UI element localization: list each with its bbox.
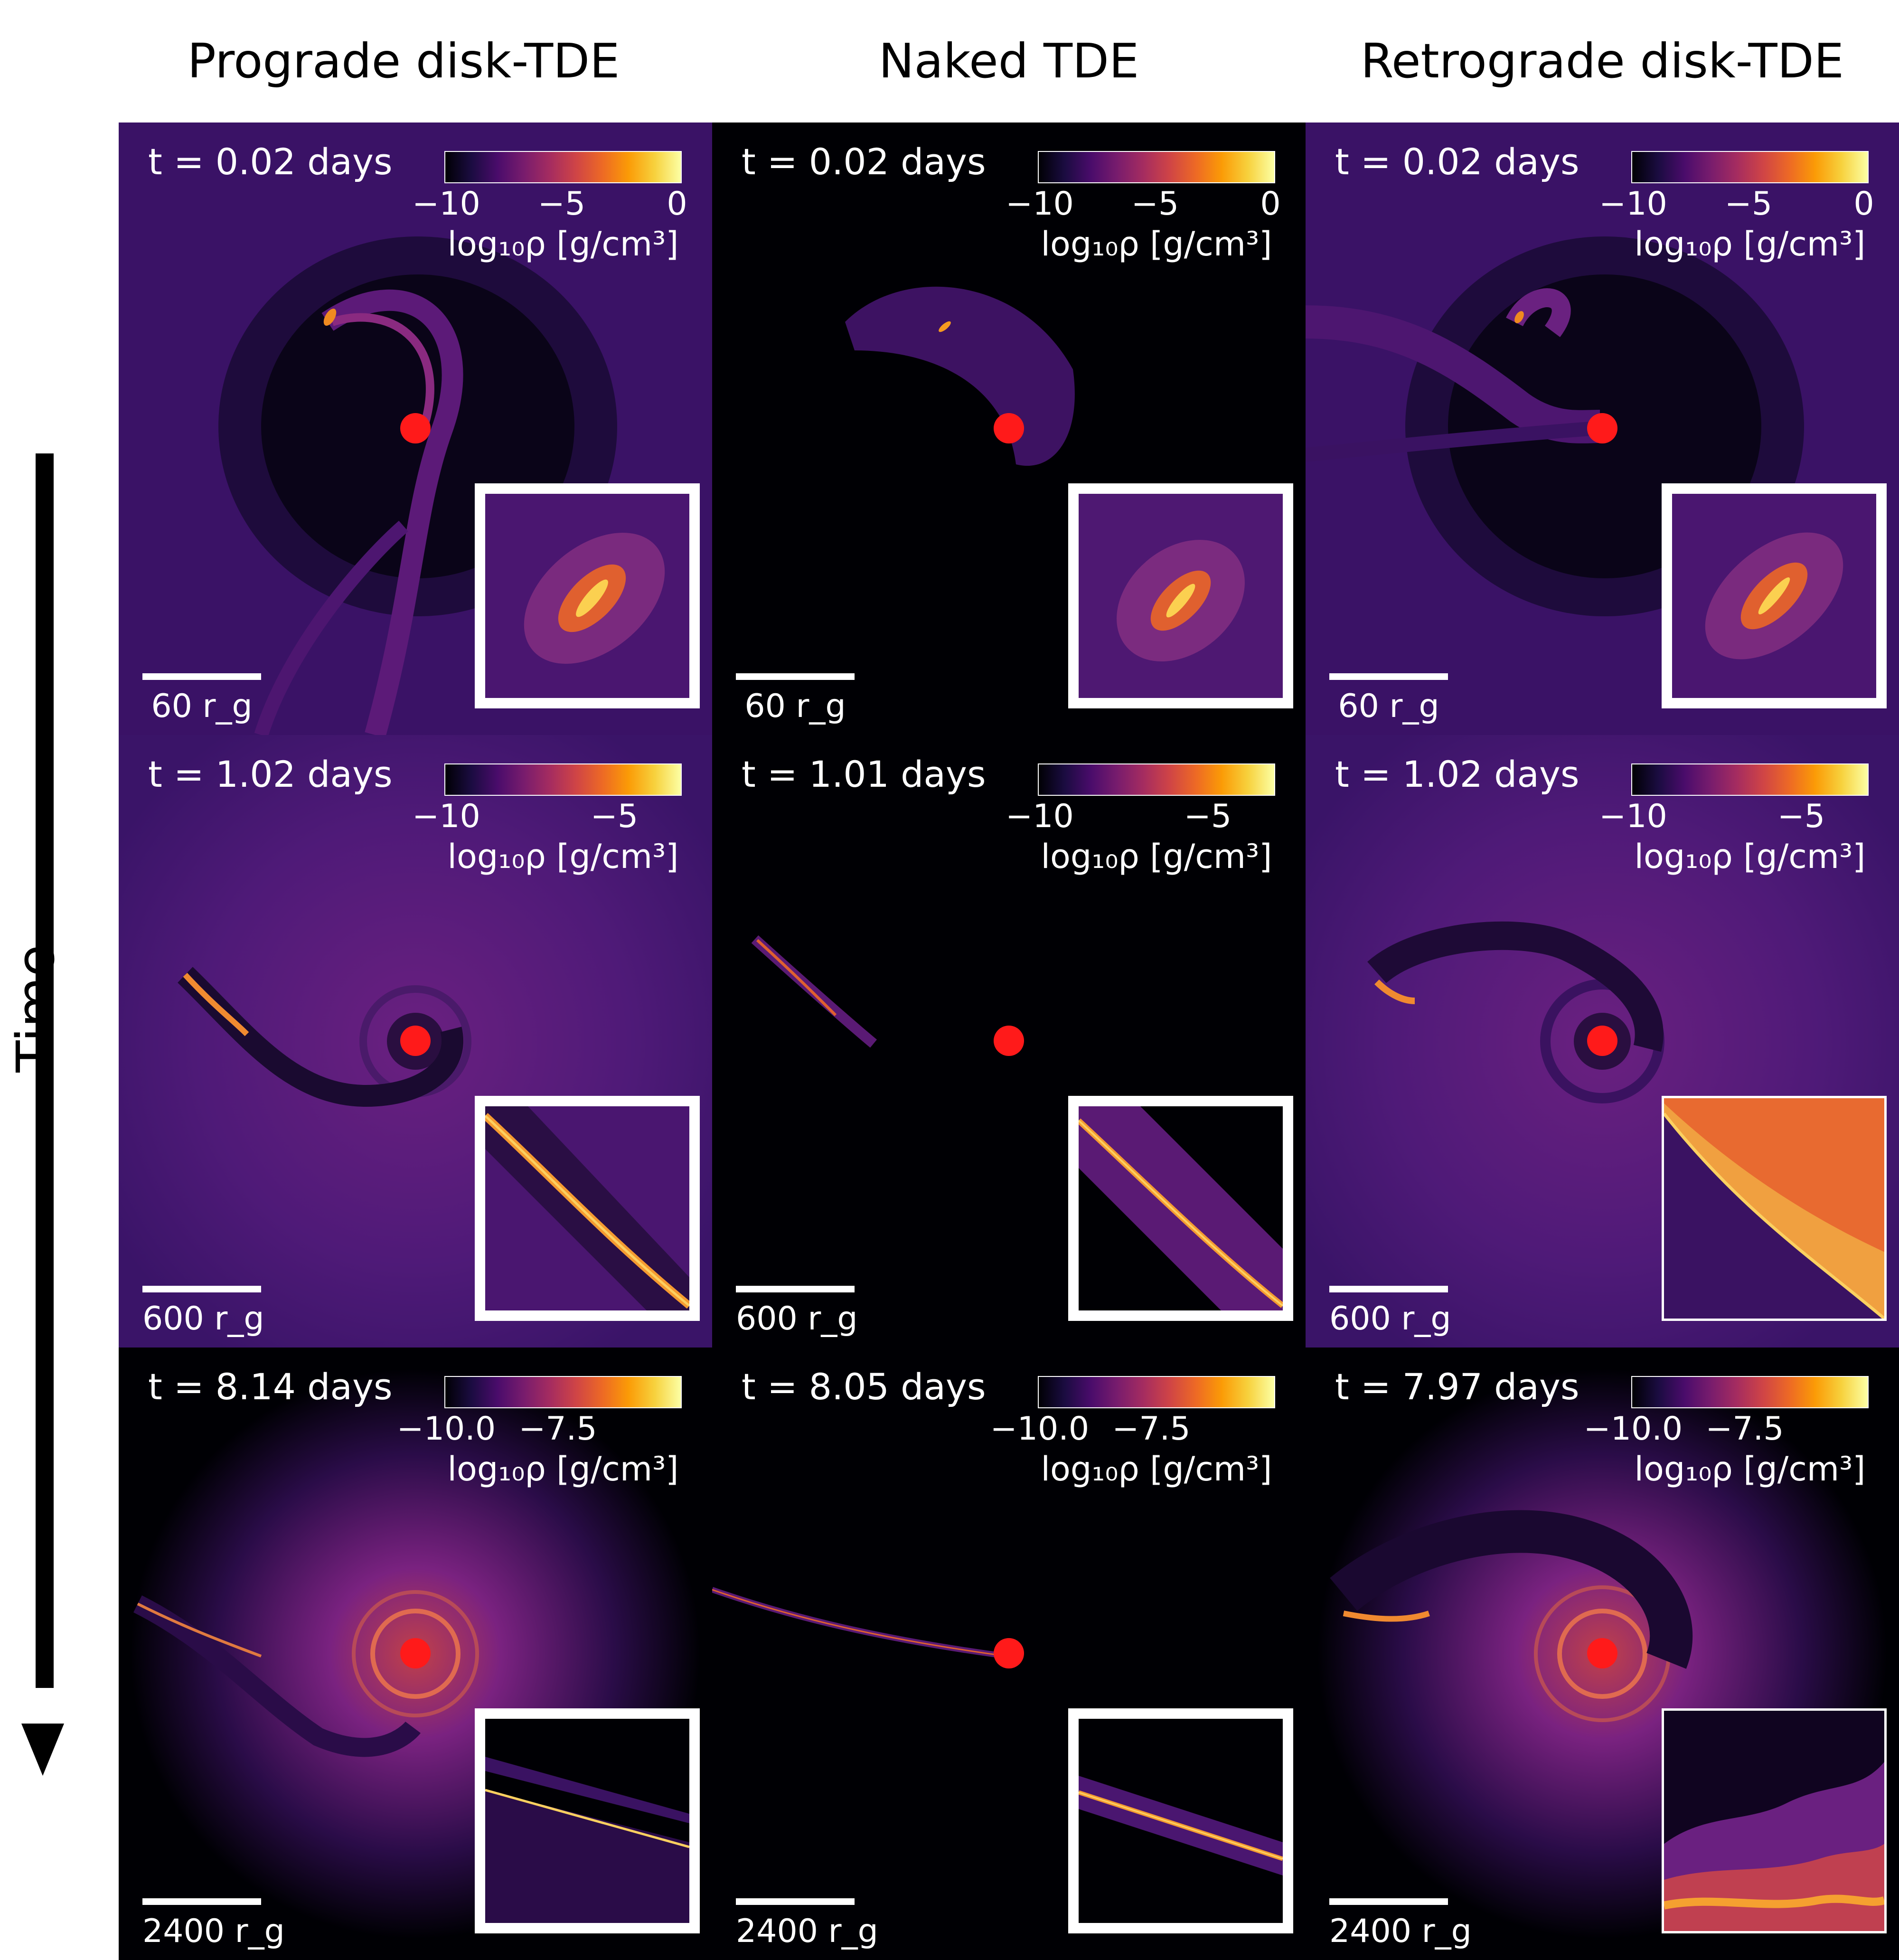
colorbar-tick: 0 [1260,185,1281,223]
colorbar-tick: 0 [667,185,687,223]
panel-retrograde-t2: t = 7.97 days −10.0 −7.5 log₁₀ρ [g/cm³] … [1306,1348,1899,1960]
time-label: t = 7.97 days [1335,1366,1579,1408]
scale-bar-label: 60 r_g [744,688,846,725]
panel-prograde-t1: t = 1.02 days −10 −5 log₁₀ρ [g/cm³] 600 … [119,735,712,1348]
black-hole-marker [1587,1638,1617,1668]
colorbar-label: log₁₀ρ [g/cm³] [447,837,679,876]
black-hole-marker [994,1638,1024,1668]
zoom-inset [1662,483,1887,708]
scale-bar-label: 600 r_g [142,1300,264,1338]
colorbar-tick: −10 [1599,185,1667,223]
time-label: t = 1.02 days [148,753,393,795]
colorbar [444,1376,682,1408]
scale-bar [142,1898,261,1905]
colorbar-tick: −10.0 [1583,1410,1683,1448]
time-label: t = 1.01 days [742,753,986,795]
black-hole-marker [400,1026,431,1056]
colorbar-label: log₁₀ρ [g/cm³] [1041,837,1272,876]
panel-prograde-t0: t = 0.02 days −10 −5 0 log₁₀ρ [g/cm³] 60… [119,122,712,735]
column-title-prograde: Prograde disk-TDE [187,33,620,89]
colorbar-label: log₁₀ρ [g/cm³] [447,225,679,264]
time-label: t = 8.14 days [148,1366,393,1408]
scale-bar [142,673,261,680]
scale-bar [736,1898,855,1905]
time-label: t = 0.02 days [742,141,986,183]
colorbar-label: log₁₀ρ [g/cm³] [1634,225,1866,264]
colorbar-tick: −10 [1006,798,1074,835]
colorbar-label: log₁₀ρ [g/cm³] [1041,1450,1272,1489]
column-title-naked: Naked TDE [878,33,1139,89]
panel-naked-t2: t = 8.05 days −10.0 −7.5 log₁₀ρ [g/cm³] … [712,1348,1306,1960]
scale-bar-label: 60 r_g [151,688,253,725]
scale-bar [736,1286,855,1292]
black-hole-marker [994,413,1024,443]
time-axis-label: Time [5,944,66,1073]
colorbar-label: log₁₀ρ [g/cm³] [1634,837,1866,876]
panel-prograde-t2: t = 8.14 days −10.0 −7.5 log₁₀ρ [g/cm³] … [119,1348,712,1960]
colorbar-tick: −5 [590,798,639,835]
panel-retrograde-t1: t = 1.02 days −10 −5 log₁₀ρ [g/cm³] 600 … [1306,735,1899,1348]
colorbar-tick: −10 [1599,798,1667,835]
colorbar [1038,151,1275,183]
time-label: t = 1.02 days [1335,753,1579,795]
column-title-retrograde: Retrograde disk-TDE [1361,33,1844,89]
zoom-inset [1068,483,1293,708]
scale-bar-label: 600 r_g [1329,1300,1451,1338]
colorbar-tick: −5 [1777,798,1825,835]
colorbar-tick: −5 [1724,185,1773,223]
time-label: t = 0.02 days [1335,141,1579,183]
scale-bar [736,673,855,680]
colorbar-tick: −7.5 [518,1410,597,1448]
colorbar-tick: −7.5 [1705,1410,1784,1448]
zoom-inset [1662,1096,1887,1321]
colorbar-label: log₁₀ρ [g/cm³] [1634,1450,1866,1489]
scale-bar-label: 600 r_g [736,1300,858,1338]
colorbar-tick: −5 [1131,185,1179,223]
time-arrow [21,453,64,1776]
colorbar-tick: −10 [412,185,480,223]
colorbar-tick: −10.0 [396,1410,496,1448]
colorbar-tick: −10.0 [990,1410,1090,1448]
colorbar-tick: −10 [1006,185,1074,223]
colorbar [1631,151,1869,183]
scale-bar-label: 60 r_g [1338,688,1439,725]
colorbar [1038,1376,1275,1408]
scale-bar-label: 2400 r_g [1329,1913,1472,1950]
scale-bar [1329,673,1448,680]
scale-bar-label: 2400 r_g [736,1913,878,1950]
colorbar-tick: −10 [412,798,480,835]
black-hole-marker [400,413,431,443]
scale-bar [142,1286,261,1292]
colorbar-label: log₁₀ρ [g/cm³] [1041,225,1272,264]
colorbar-tick: 0 [1853,185,1874,223]
panel-naked-t1: t = 1.01 days −10 −5 log₁₀ρ [g/cm³] 600 … [712,735,1306,1348]
colorbar-tick: −5 [1184,798,1232,835]
black-hole-marker [1587,1026,1617,1056]
time-label: t = 0.02 days [148,141,393,183]
colorbar-tick: −5 [537,185,586,223]
colorbar [444,151,682,183]
zoom-inset [1662,1708,1887,1933]
zoom-inset [1068,1096,1293,1321]
black-hole-marker [400,1638,431,1668]
colorbar-tick: −7.5 [1112,1410,1191,1448]
black-hole-marker [1587,413,1617,443]
black-hole-marker [994,1026,1024,1056]
zoom-inset [475,1096,700,1321]
time-label: t = 8.05 days [742,1366,986,1408]
colorbar [1631,1376,1869,1408]
panel-retrograde-t0: t = 0.02 days −10 −5 0 log₁₀ρ [g/cm³] 60… [1306,122,1899,735]
zoom-inset [475,483,700,708]
scale-bar [1329,1898,1448,1905]
scale-bar [1329,1286,1448,1292]
colorbar [1038,763,1275,796]
zoom-inset [475,1708,700,1933]
panel-naked-t0: t = 0.02 days −10 −5 0 log₁₀ρ [g/cm³] 60… [712,122,1306,735]
colorbar-label: log₁₀ρ [g/cm³] [447,1450,679,1489]
scale-bar-label: 2400 r_g [142,1913,285,1950]
colorbar [444,763,682,796]
colorbar [1631,763,1869,796]
zoom-inset [1068,1708,1293,1933]
